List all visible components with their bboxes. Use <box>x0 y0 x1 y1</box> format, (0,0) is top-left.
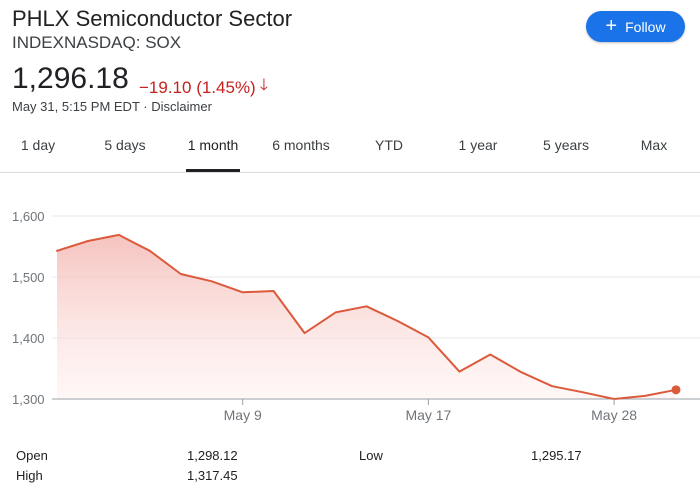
quote-timestamp: May 31, 5:15 PM EDT <box>12 99 140 114</box>
low-value: 1,295.17 <box>531 448 582 463</box>
price-line <box>56 233 677 400</box>
x-tick-label: May 28 <box>591 407 637 423</box>
last-price-dot <box>671 385 681 395</box>
tab-1-year[interactable]: 1 year <box>458 137 498 153</box>
time-range-tabs: 1 day 5 days 1 month 6 months YTD 1 year… <box>0 128 700 172</box>
tab-1-month[interactable]: 1 month <box>187 137 239 153</box>
tabs-divider <box>0 172 700 173</box>
follow-button[interactable]: + Follow <box>586 11 685 42</box>
open-label: Open <box>16 448 48 463</box>
y-tick-label: 1,300 <box>12 392 45 407</box>
disclaimer-link[interactable]: Disclaimer <box>151 99 212 114</box>
meta-separator: · <box>143 99 152 114</box>
plus-icon: + <box>605 15 618 37</box>
tab-ytd[interactable]: YTD <box>375 137 403 153</box>
tab-5-years[interactable]: 5 years <box>543 137 589 153</box>
tab-5-days[interactable]: 5 days <box>104 137 146 153</box>
page-title: PHLX Semiconductor Sector <box>12 6 293 31</box>
ticker-symbol: INDEXNASDAQ: SOX <box>12 33 182 52</box>
tab-1-day[interactable]: 1 day <box>20 137 56 153</box>
y-tick-label: 1,500 <box>12 270 45 285</box>
arrow-down-icon: 🡓 <box>259 77 269 94</box>
x-tick-label: May 17 <box>405 407 451 423</box>
y-tick-label: 1,600 <box>12 209 45 224</box>
quote-meta: May 31, 5:15 PM EDT · Disclaimer <box>12 99 212 114</box>
tab-6-months[interactable]: 6 months <box>272 137 330 153</box>
y-tick-label: 1,400 <box>12 331 45 346</box>
low-label: Low <box>359 448 383 463</box>
high-value: 1,317.45 <box>187 468 238 483</box>
price-area-fill <box>57 234 676 399</box>
high-label: High <box>16 468 43 483</box>
x-tick-label: May 9 <box>224 407 262 423</box>
price-chart[interactable]: 1,600 1,500 1,400 1,300 May 9 May 17 May 28 <box>0 173 700 435</box>
tab-max[interactable]: Max <box>640 137 668 153</box>
open-value: 1,298.12 <box>187 448 238 463</box>
active-tab-indicator <box>186 169 240 172</box>
follow-label: Follow <box>625 18 666 35</box>
price-change-text: −19.10 (1.45%) <box>139 77 256 97</box>
price-change: −19.10 (1.45%) 🡓 <box>139 74 268 101</box>
current-price: 1,296.18 <box>12 62 129 95</box>
